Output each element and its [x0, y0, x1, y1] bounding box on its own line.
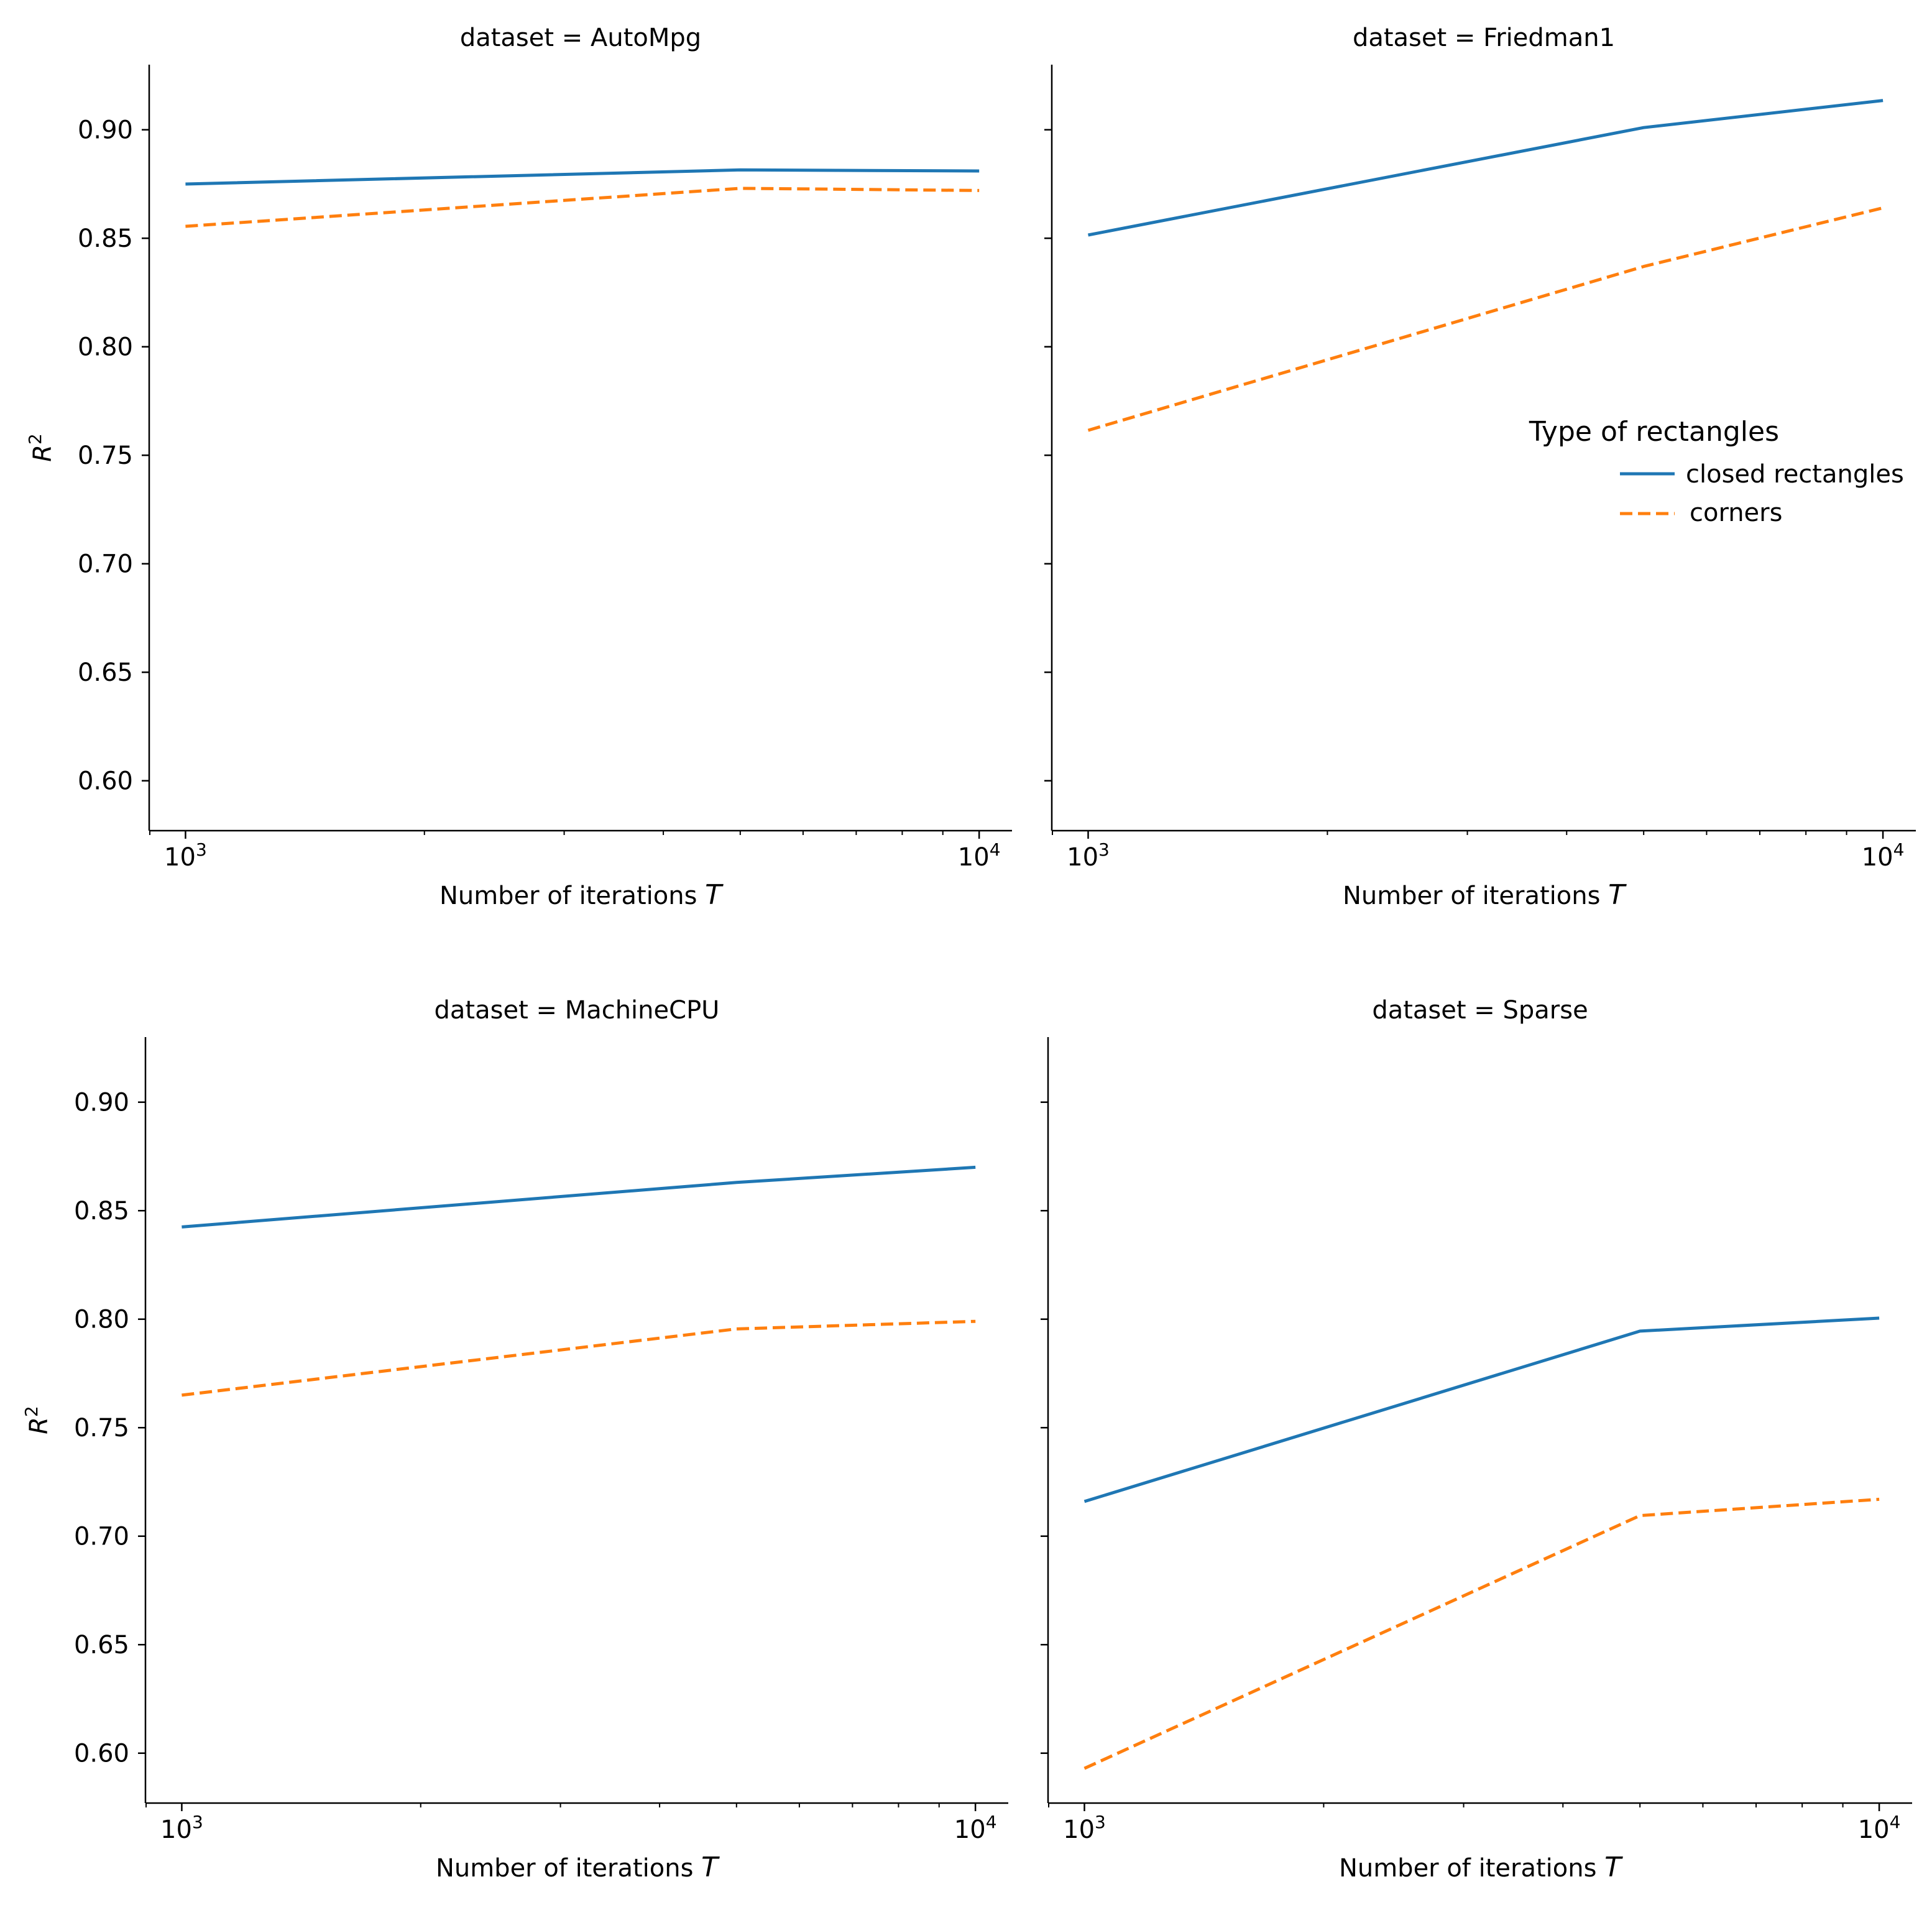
y-tick-label: 0.75 [78, 441, 133, 470]
panel-title: dataset = Friedman1 [1353, 24, 1615, 52]
legend-title: Type of rectangles [1529, 416, 1779, 448]
y-tick-label: 0.90 [74, 1089, 129, 1117]
y-axis-label: R2 [21, 1406, 53, 1434]
y-tick-label: 0.75 [74, 1414, 129, 1442]
series-line-closed-rectangles [1083, 1316, 1880, 1503]
chart-panels: dataset = AutoMpg 0.60 0.65 0.70 0.75 0.80 0.8… [21, 24, 1916, 1883]
x-tick-label: 103 [164, 839, 207, 872]
y-tick-label: 0.80 [78, 333, 133, 362]
y-tick-label: 0.60 [74, 1740, 129, 1768]
panel-2: dataset = MachineCPU 0.60 0.65 0.70 0.75 0.80… [21, 996, 1008, 1883]
series-line-corners [182, 1319, 976, 1397]
x-axis-label: Number of iterations T [436, 1852, 720, 1883]
x-axis-label: Number of iterations T [1343, 879, 1627, 911]
series-line-closed-rectangles [182, 1165, 976, 1229]
y-tick-label: 0.70 [74, 1523, 129, 1551]
y-tick-label: 0.85 [74, 1197, 129, 1225]
y-tick-label: 0.90 [78, 116, 133, 145]
x-tick-label: 104 [1862, 839, 1905, 872]
legend-label-closed-rectangles: closed rectangles [1686, 460, 1904, 489]
x-tick-label: 104 [954, 1812, 997, 1844]
legend: Type of rectangles closed rectangles cor… [1529, 416, 1904, 527]
series-line-corners [1087, 206, 1884, 432]
x-tick-label: 103 [1063, 1812, 1106, 1844]
x-tick-label: 104 [1858, 1812, 1901, 1844]
panel-3: dataset = Sparse 103 104 Number of iteratio… [1041, 996, 1912, 1883]
series-line-closed-rectangles [185, 168, 980, 186]
panel-title: dataset = AutoMpg [460, 24, 701, 52]
y-tick-label: 0.80 [74, 1306, 129, 1334]
series-line-closed-rectangles [1088, 99, 1884, 237]
y-tick-label: 0.70 [78, 550, 133, 579]
y-tick-label: 0.65 [78, 658, 133, 687]
y-tick-label: 0.60 [78, 767, 133, 796]
x-tick-label: 103 [160, 1812, 203, 1844]
panel-0: dataset = AutoMpg 0.60 0.65 0.70 0.75 0.80 0.8… [25, 24, 1012, 911]
x-tick-label: 103 [1067, 839, 1110, 872]
y-tick-label: 0.85 [78, 224, 133, 253]
y-axis-label: R2 [25, 433, 57, 462]
y-tick-label: 0.65 [74, 1631, 129, 1659]
panel-title: dataset = MachineCPU [435, 996, 720, 1025]
x-axis-label: Number of iterations T [439, 879, 724, 911]
legend-label-corners: corners [1690, 499, 1782, 527]
x-tick-label: 104 [958, 839, 1001, 872]
series-line-corners [185, 187, 980, 228]
x-axis-label: Number of iterations T [1339, 1852, 1623, 1883]
panel-1: dataset = Friedman1 103 104 Number of itera… [1044, 24, 1916, 911]
series-line-corners [1083, 1497, 1880, 1770]
panel-title: dataset = Sparse [1372, 996, 1588, 1025]
